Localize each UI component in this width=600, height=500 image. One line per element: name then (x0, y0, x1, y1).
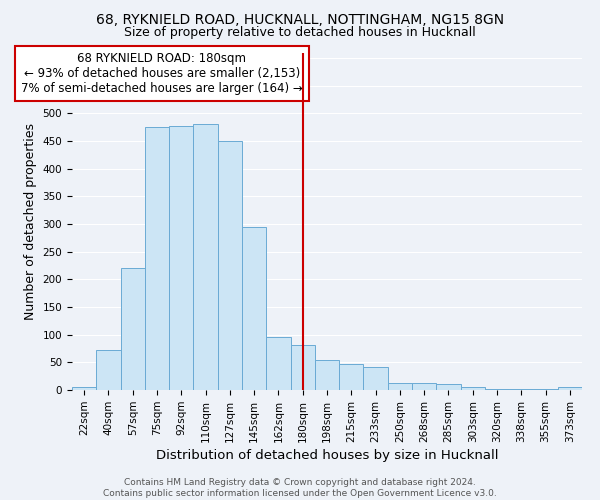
Bar (266, 337, 290, 390)
Bar (193, 124, 218, 390)
Text: Size of property relative to detached houses in Hucknall: Size of property relative to detached ho… (124, 26, 476, 39)
Bar (290, 344, 315, 390)
Bar (412, 384, 436, 390)
Bar (96, 350, 121, 390)
Bar (121, 268, 145, 390)
Bar (145, 127, 169, 390)
Bar (558, 387, 582, 390)
Bar (364, 367, 388, 390)
X-axis label: Distribution of detached houses by size in Hucknall: Distribution of detached houses by size … (156, 449, 498, 462)
Text: Contains HM Land Registry data © Crown copyright and database right 2024.
Contai: Contains HM Land Registry data © Crown c… (103, 478, 497, 498)
Bar (169, 126, 193, 390)
Text: 68 RYKNIELD ROAD: 180sqm
← 93% of detached houses are smaller (2,153)
7% of semi: 68 RYKNIELD ROAD: 180sqm ← 93% of detach… (21, 52, 303, 95)
Bar (388, 383, 412, 390)
Bar (315, 360, 339, 390)
Text: 68, RYKNIELD ROAD, HUCKNALL, NOTTINGHAM, NG15 8GN: 68, RYKNIELD ROAD, HUCKNALL, NOTTINGHAM,… (96, 12, 504, 26)
Bar (242, 227, 266, 390)
Bar (339, 364, 364, 390)
Bar (461, 387, 485, 390)
Bar (436, 384, 461, 390)
Bar (72, 387, 96, 390)
Y-axis label: Number of detached properties: Number of detached properties (24, 122, 37, 320)
Bar (218, 141, 242, 390)
